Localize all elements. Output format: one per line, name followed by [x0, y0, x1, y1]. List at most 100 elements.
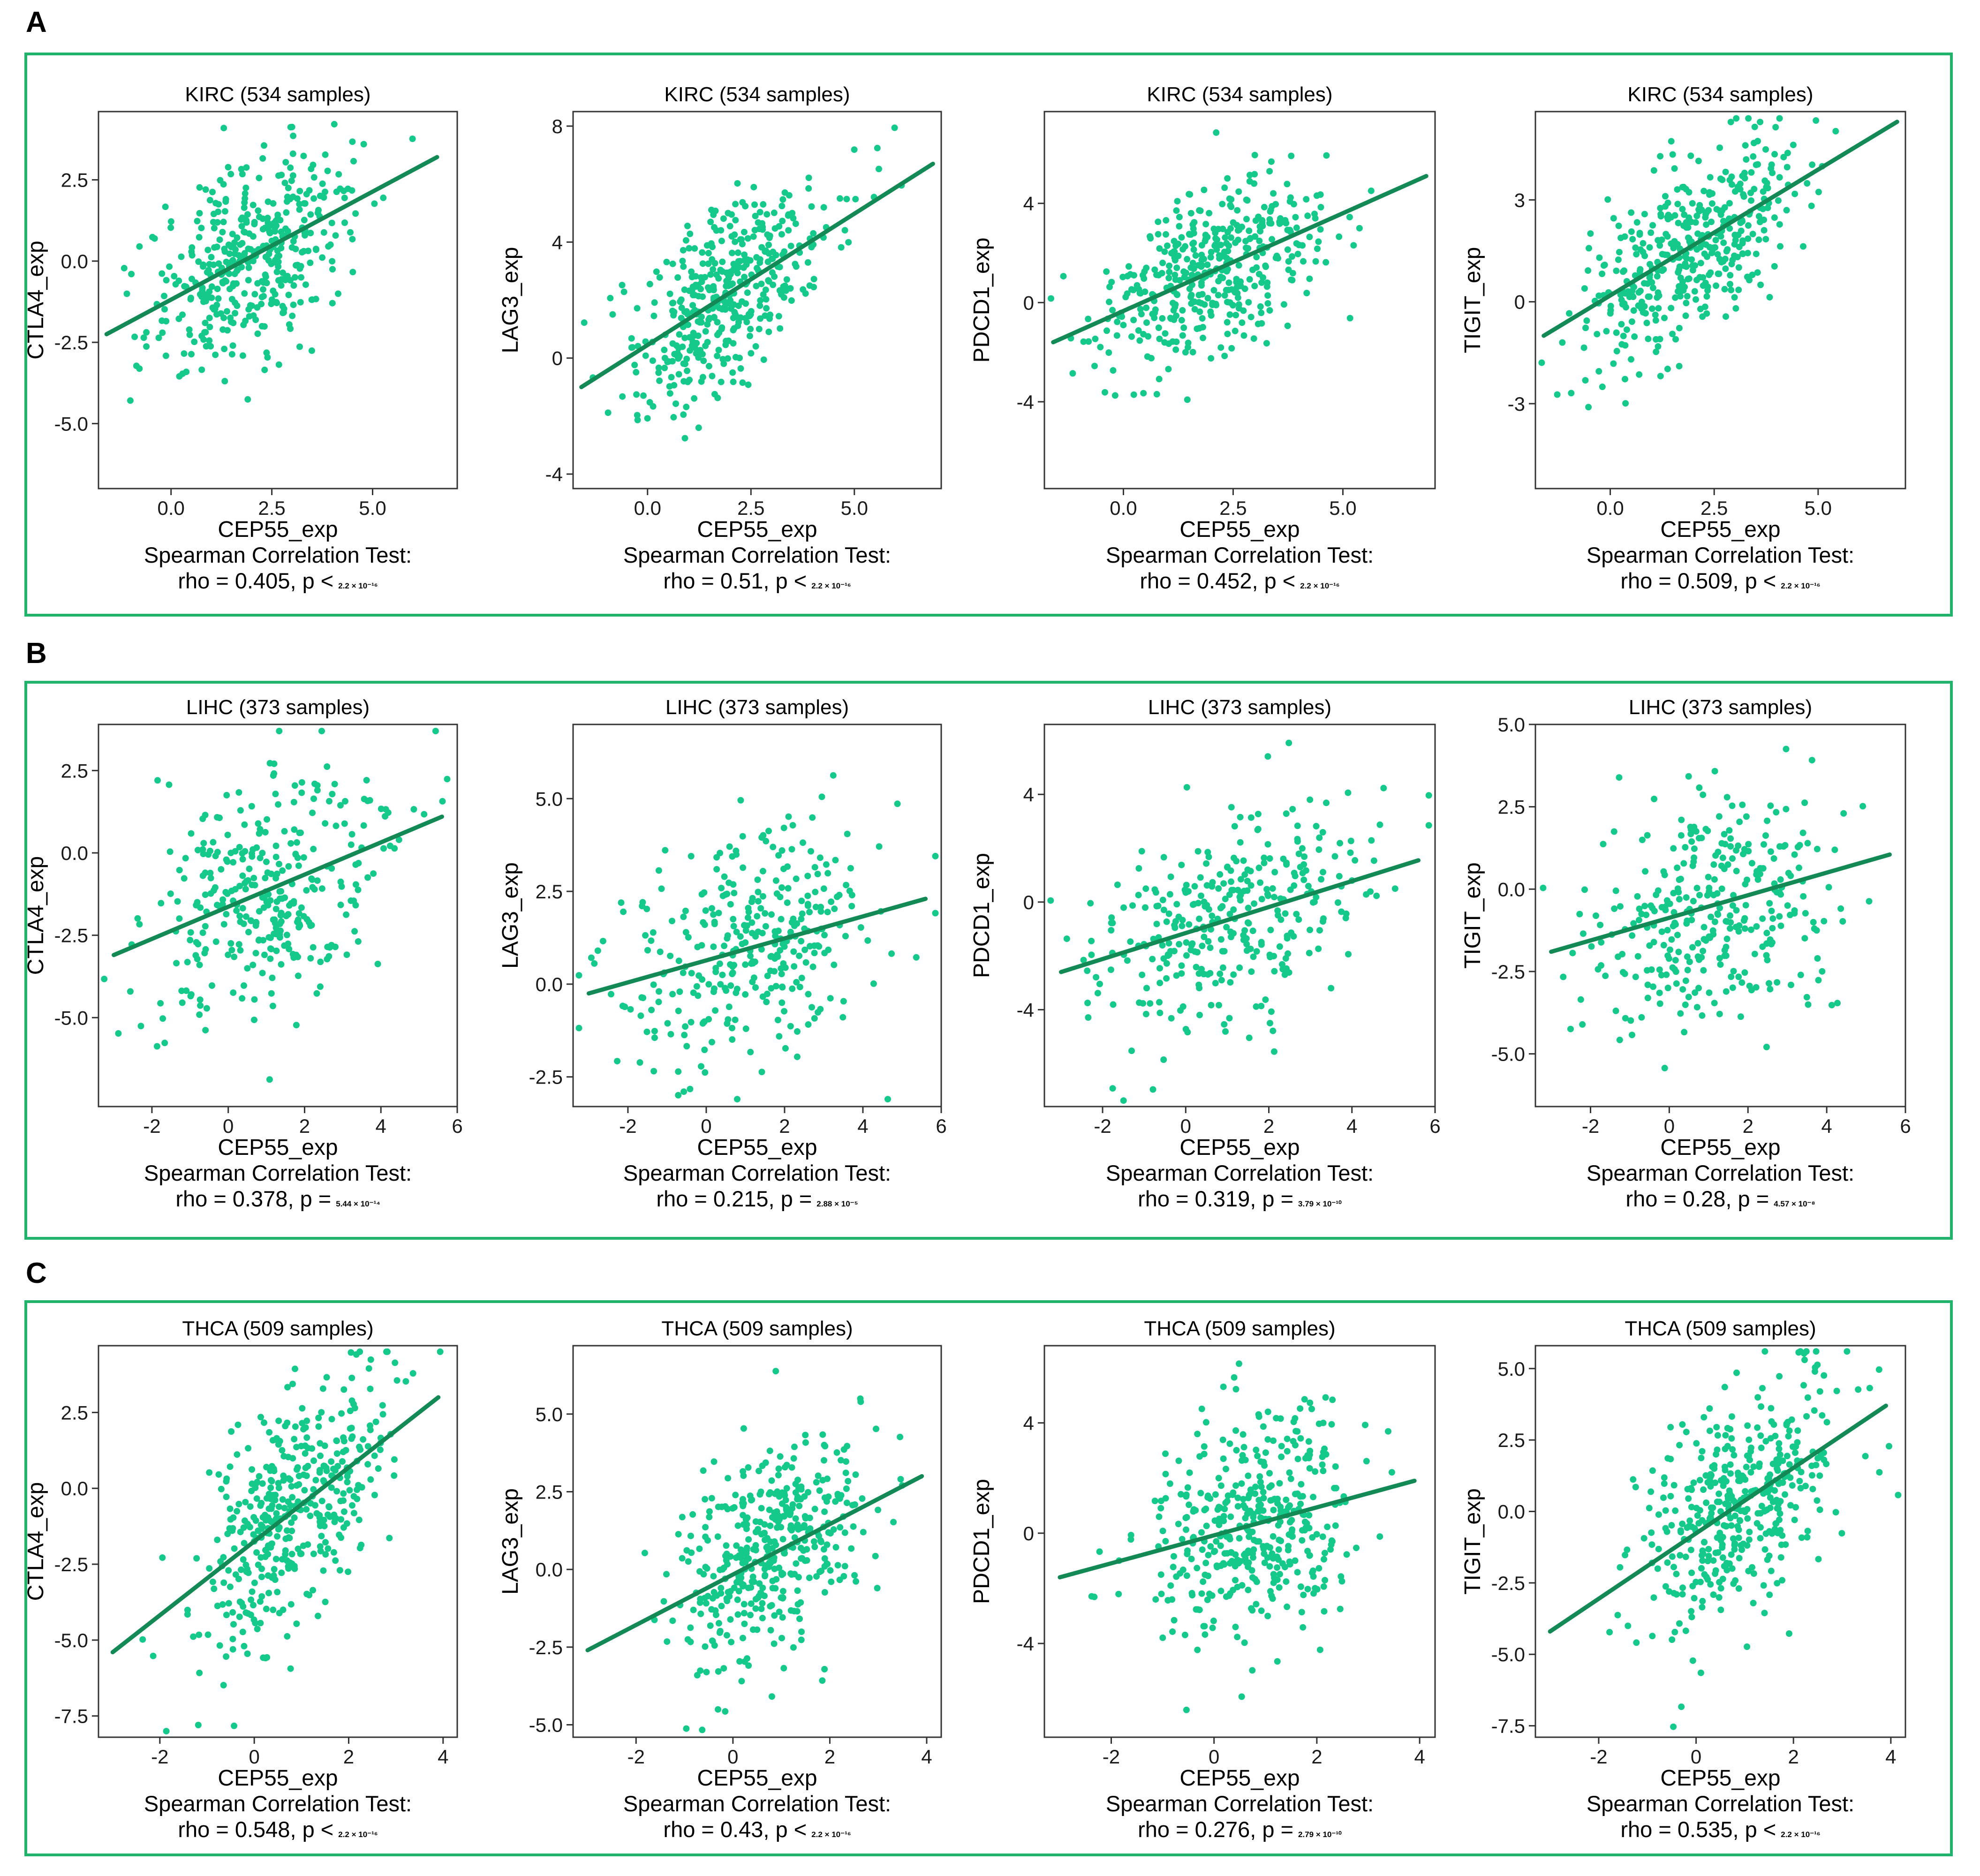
data-point: [658, 885, 665, 892]
data-point: [301, 1487, 308, 1494]
data-point: [1266, 168, 1273, 175]
x-tick-label: 4: [1885, 1746, 1896, 1768]
data-point: [797, 1496, 804, 1503]
data-point: [1671, 919, 1678, 927]
data-point: [325, 1545, 332, 1552]
data-point: [739, 379, 746, 386]
data-point: [220, 181, 227, 188]
data-point: [1234, 207, 1241, 214]
data-point: [1687, 1546, 1694, 1553]
scatter-points: [1538, 115, 1839, 411]
data-point: [1216, 1002, 1222, 1009]
data-point: [1777, 876, 1784, 883]
data-point: [1251, 180, 1258, 187]
data-point: [744, 235, 751, 242]
data-point: [1796, 864, 1802, 871]
data-point: [699, 260, 706, 267]
data-point: [1167, 874, 1174, 880]
data-point: [1690, 1479, 1697, 1486]
data-point: [1855, 1386, 1862, 1393]
data-point: [781, 1492, 788, 1499]
data-point: [228, 318, 234, 325]
data-point: [331, 781, 338, 788]
data-point: [1313, 192, 1320, 199]
data-point: [733, 851, 740, 858]
data-point: [1158, 1590, 1165, 1597]
data-point: [777, 325, 784, 332]
data-point: [1204, 261, 1211, 268]
data-point: [775, 852, 782, 859]
data-point: [1684, 293, 1691, 300]
data-point: [805, 1021, 812, 1028]
x-axis-label: CEP55_exp: [1179, 1766, 1300, 1791]
data-point: [748, 930, 756, 937]
data-point: [1783, 207, 1790, 214]
data-point: [1729, 1446, 1736, 1453]
data-point: [1224, 175, 1231, 182]
data-point: [1240, 1444, 1247, 1451]
data-point: [264, 215, 271, 221]
data-point: [840, 1446, 847, 1453]
data-point: [341, 195, 348, 202]
data-point: [1616, 1036, 1623, 1043]
data-point: [1331, 853, 1338, 860]
data-point: [1240, 1496, 1247, 1503]
data-point: [1737, 219, 1744, 226]
data-point: [1757, 119, 1764, 126]
data-point: [1776, 1373, 1783, 1380]
data-point: [779, 218, 786, 225]
data-point: [272, 875, 280, 882]
data-point: [1230, 906, 1237, 913]
scatter-plot-thca-tigit: THCA (509 samples)-2 0 2 4-7.5-5.0-2.50.02.…: [1460, 1317, 1906, 1842]
data-point: [254, 304, 261, 311]
data-point: [1245, 299, 1252, 306]
data-point: [735, 1576, 742, 1583]
data-point: [337, 185, 344, 192]
data-point: [650, 403, 657, 410]
data-point: [1688, 1569, 1695, 1576]
data-point: [1219, 1436, 1226, 1443]
data-point: [1655, 343, 1662, 350]
data-point: [252, 1620, 259, 1627]
data-point: [1284, 1603, 1291, 1610]
data-point: [231, 953, 238, 960]
data-point: [1635, 917, 1642, 924]
data-point: [1209, 883, 1216, 890]
data-point: [320, 229, 327, 236]
data-point: [1315, 846, 1323, 853]
data-point: [1236, 1535, 1243, 1542]
data-point: [699, 249, 706, 256]
data-point: [293, 1022, 300, 1029]
data-point: [1895, 1492, 1902, 1499]
data-point: [1622, 376, 1628, 383]
data-point: [660, 1598, 667, 1605]
data-point: [1173, 312, 1179, 319]
data-point: [753, 254, 760, 261]
data-point: [756, 1468, 763, 1475]
data-point: [1247, 314, 1255, 321]
data-point: [804, 873, 811, 880]
data-point: [778, 965, 785, 972]
data-point: [1277, 1571, 1283, 1578]
data-point: [1787, 1502, 1794, 1509]
data-point: [223, 278, 230, 285]
data-point: [1610, 828, 1617, 835]
data-point: [1297, 1583, 1304, 1590]
data-point: [1653, 348, 1660, 355]
data-point: [1708, 218, 1715, 226]
data-point: [188, 830, 195, 837]
data-point: [1724, 1424, 1731, 1431]
data-point: [1162, 330, 1169, 337]
data-point: [1196, 308, 1203, 315]
data-point: [1084, 967, 1091, 974]
data-point: [798, 1628, 805, 1635]
data-point: [240, 920, 247, 927]
data-point: [228, 888, 235, 894]
data-point: [1109, 1085, 1116, 1092]
data-point: [689, 1511, 696, 1518]
data-point: [710, 283, 717, 290]
data-point: [367, 1386, 374, 1393]
x-tick-label: -2: [1582, 1115, 1599, 1137]
data-point: [1678, 1703, 1685, 1710]
data-point: [1636, 231, 1643, 238]
